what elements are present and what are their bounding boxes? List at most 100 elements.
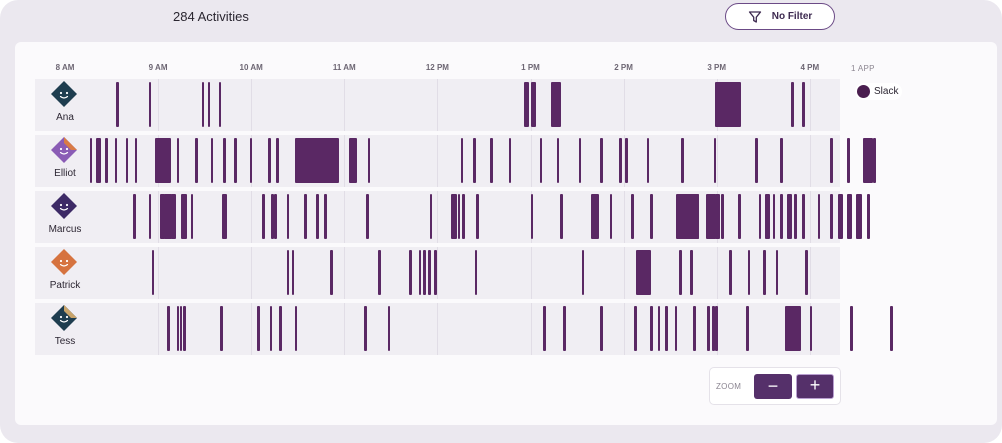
activity-bar[interactable] bbox=[631, 194, 634, 239]
activity-bar[interactable] bbox=[729, 250, 732, 295]
activity-bar[interactable] bbox=[151, 250, 155, 295]
activity-bar[interactable] bbox=[105, 138, 108, 183]
activity-bar[interactable] bbox=[460, 138, 464, 183]
activity-bar[interactable] bbox=[387, 306, 391, 351]
activity-bar[interactable] bbox=[96, 138, 102, 183]
legend-item-slack[interactable]: Slack bbox=[855, 83, 903, 100]
activity-bar[interactable] bbox=[330, 250, 333, 295]
activity-bar[interactable] bbox=[829, 194, 833, 239]
activity-bar[interactable] bbox=[850, 306, 853, 351]
activity-bar[interactable] bbox=[294, 306, 298, 351]
activity-bar[interactable] bbox=[220, 306, 223, 351]
activity-bar[interactable] bbox=[817, 194, 821, 239]
activity-bar[interactable] bbox=[873, 138, 876, 183]
activity-bar[interactable] bbox=[578, 138, 582, 183]
activity-bar[interactable] bbox=[715, 306, 718, 351]
activity-bar[interactable] bbox=[805, 250, 808, 295]
activity-bar[interactable] bbox=[775, 250, 779, 295]
activity-bar[interactable] bbox=[423, 250, 427, 295]
activity-bar[interactable] bbox=[190, 194, 194, 239]
activity-bar[interactable] bbox=[646, 138, 650, 183]
activity-bar[interactable] bbox=[679, 250, 683, 295]
activity-bar[interactable] bbox=[690, 250, 693, 295]
activity-bar[interactable] bbox=[856, 194, 862, 239]
activity-bar[interactable] bbox=[713, 138, 717, 183]
activity-bar[interactable] bbox=[625, 138, 628, 183]
activity-bar[interactable] bbox=[696, 194, 700, 239]
activity-bar[interactable] bbox=[367, 138, 371, 183]
activity-bar[interactable] bbox=[271, 194, 274, 239]
activity-bar[interactable] bbox=[221, 194, 227, 239]
activity-bar[interactable] bbox=[791, 82, 794, 127]
activity-bar[interactable] bbox=[581, 250, 585, 295]
activity-bar[interactable] bbox=[294, 138, 339, 183]
activity-bar[interactable] bbox=[451, 194, 457, 239]
activity-bar[interactable] bbox=[286, 194, 290, 239]
activity-bar[interactable] bbox=[210, 138, 214, 183]
activity-bar[interactable] bbox=[490, 138, 493, 183]
activity-bar[interactable] bbox=[176, 306, 180, 351]
activity-bar[interactable] bbox=[133, 194, 136, 239]
activity-bar[interactable] bbox=[319, 138, 325, 183]
activity-bar[interactable] bbox=[234, 138, 237, 183]
activity-bar[interactable] bbox=[847, 194, 853, 239]
activity-bar[interactable] bbox=[89, 138, 93, 183]
activity-bar[interactable] bbox=[473, 138, 476, 183]
activity-bar[interactable] bbox=[648, 250, 652, 295]
activity-bar[interactable] bbox=[331, 138, 338, 183]
activity-bar[interactable] bbox=[125, 138, 129, 183]
activity-bar[interactable] bbox=[862, 138, 873, 183]
activity-bar[interactable] bbox=[657, 306, 661, 351]
activity-bar[interactable] bbox=[636, 250, 644, 295]
activity-bar[interactable] bbox=[181, 194, 187, 239]
activity-bar[interactable] bbox=[164, 194, 173, 239]
activity-bar[interactable] bbox=[207, 82, 211, 127]
activity-bar[interactable] bbox=[642, 250, 651, 295]
activity-bar[interactable] bbox=[418, 250, 422, 295]
activity-bar[interactable] bbox=[780, 194, 783, 239]
activity-bar[interactable] bbox=[867, 194, 870, 239]
activity-bar[interactable] bbox=[556, 138, 560, 183]
activity-bar[interactable] bbox=[428, 250, 431, 295]
activity-bar[interactable] bbox=[600, 138, 603, 183]
activity-bar[interactable] bbox=[262, 194, 265, 239]
activity-bar[interactable] bbox=[249, 138, 253, 183]
activity-bar[interactable] bbox=[366, 194, 369, 239]
activity-bar[interactable] bbox=[715, 82, 742, 127]
activity-bar[interactable] bbox=[600, 306, 603, 351]
activity-bar[interactable] bbox=[364, 306, 368, 351]
activity-bar[interactable] bbox=[162, 138, 171, 183]
activity-bar[interactable] bbox=[539, 138, 543, 183]
activity-bar[interactable] bbox=[474, 250, 478, 295]
activity-bar[interactable] bbox=[649, 306, 653, 351]
activity-bar[interactable] bbox=[747, 250, 751, 295]
activity-bar[interactable] bbox=[148, 194, 152, 239]
activity-bar[interactable] bbox=[170, 194, 176, 239]
activity-bar[interactable] bbox=[758, 194, 762, 239]
filter-button[interactable]: No Filter bbox=[725, 3, 835, 30]
activity-bar[interactable] bbox=[681, 138, 684, 183]
activity-bar[interactable] bbox=[746, 306, 749, 351]
activity-bar[interactable] bbox=[291, 250, 295, 295]
activity-bar[interactable] bbox=[764, 194, 770, 239]
activity-bar[interactable] bbox=[268, 138, 271, 183]
activity-bar[interactable] bbox=[847, 138, 850, 183]
activity-bar[interactable] bbox=[634, 306, 638, 351]
activity-bar[interactable] bbox=[665, 306, 669, 351]
activity-bar[interactable] bbox=[707, 306, 710, 351]
activity-bar[interactable] bbox=[269, 306, 273, 351]
activity-bar[interactable] bbox=[738, 194, 742, 239]
activity-bar[interactable] bbox=[429, 194, 433, 239]
activity-bar[interactable] bbox=[378, 250, 382, 295]
activity-bar[interactable] bbox=[159, 194, 165, 239]
activity-bar[interactable] bbox=[348, 138, 357, 183]
activity-bar[interactable] bbox=[786, 194, 792, 239]
activity-bar[interactable] bbox=[182, 306, 186, 351]
activity-bar[interactable] bbox=[693, 306, 697, 351]
activity-bar[interactable] bbox=[829, 138, 833, 183]
user-patrick[interactable]: Patrick bbox=[40, 247, 90, 299]
zoom-out-button[interactable]: − bbox=[754, 374, 792, 399]
activity-bar[interactable] bbox=[837, 194, 843, 239]
activity-bar[interactable] bbox=[286, 250, 290, 295]
activity-bar[interactable] bbox=[457, 194, 461, 239]
